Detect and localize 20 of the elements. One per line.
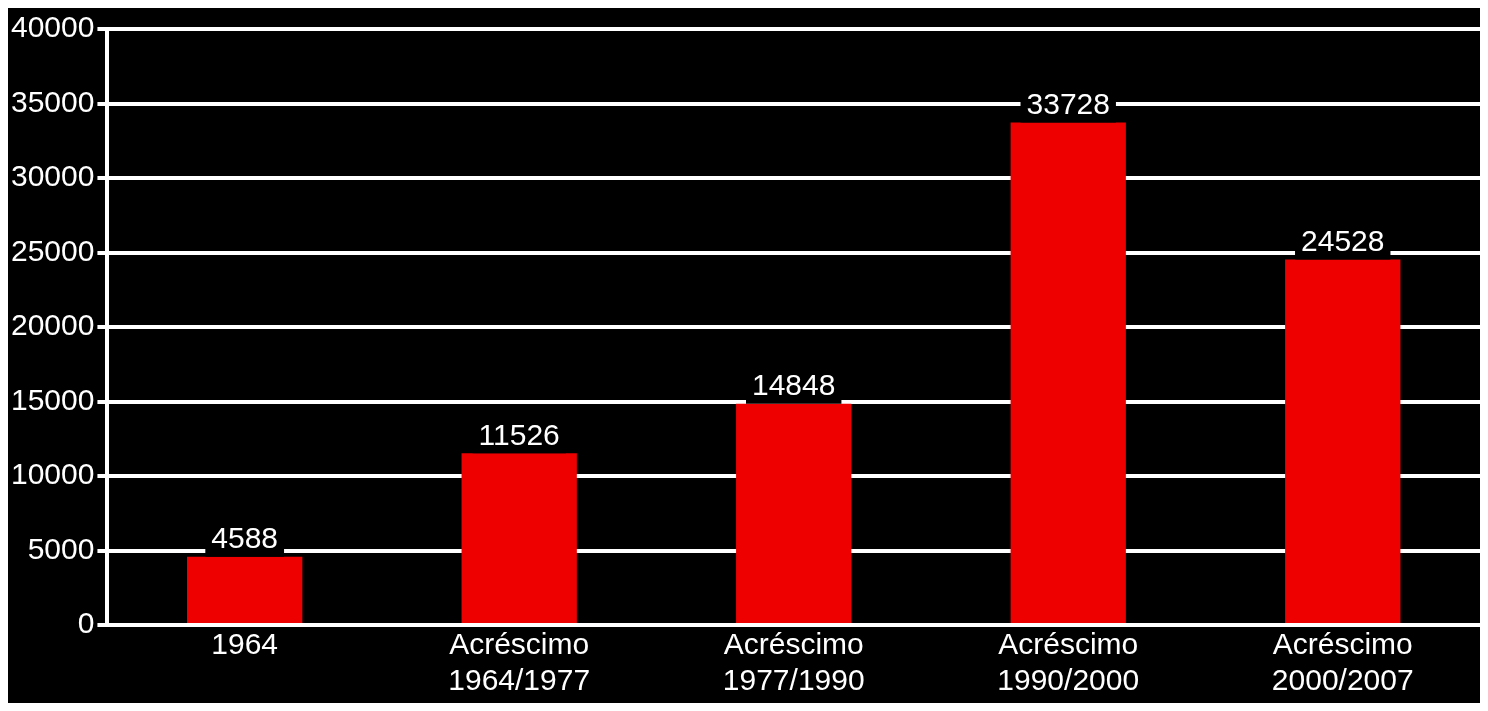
y-tick-label: 15000 — [10, 382, 95, 416]
x-tick-label: Acréscimo 1964/1977 — [448, 627, 591, 697]
data-label: 33728 — [1026, 86, 1110, 120]
y-tick-label: 5000 — [27, 531, 95, 565]
y-tick-label: 10000 — [10, 457, 95, 491]
data-label: 4588 — [211, 520, 279, 554]
y-tick-label: 0 — [77, 606, 95, 640]
y-tick-label: 40000 — [10, 10, 95, 44]
data-label: 24528 — [1301, 223, 1385, 257]
data-label: 11526 — [478, 417, 560, 451]
data-label: 14848 — [751, 368, 836, 402]
y-tick-label: 25000 — [10, 233, 95, 267]
bar — [461, 453, 577, 623]
y-tick-label: 35000 — [10, 84, 95, 118]
x-tick-label: Acréscimo 1977/1990 — [722, 627, 865, 697]
x-tick-label: 1964 — [211, 627, 279, 661]
y-tick-label: 30000 — [10, 159, 95, 193]
x-tick-label: Acréscimo 1990/2000 — [997, 627, 1140, 697]
x-tick-label: Acréscimo 2000/2007 — [1271, 627, 1414, 697]
y-tick-label: 20000 — [10, 308, 95, 342]
